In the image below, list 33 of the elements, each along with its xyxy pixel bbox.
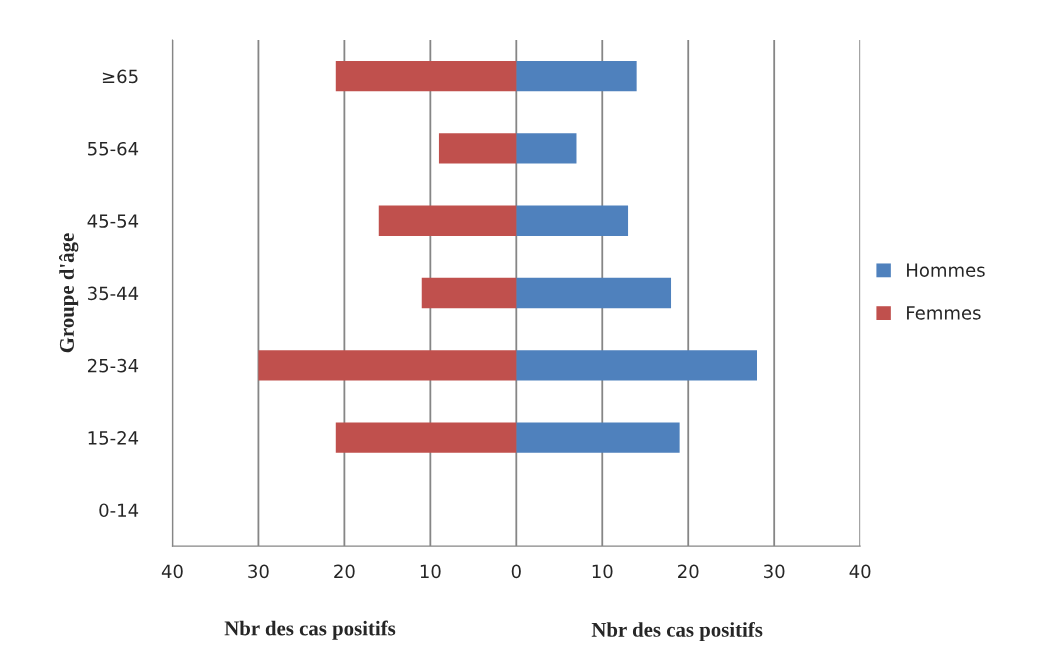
- y-tick-label: 45-54: [87, 214, 139, 228]
- x-tick-label: 20: [334, 564, 355, 579]
- bar: [378, 205, 517, 236]
- bar: [421, 277, 517, 309]
- x-tick-label: 10: [592, 564, 613, 579]
- bar: [516, 205, 629, 236]
- x-tick-label: 0: [511, 564, 521, 579]
- legend-label: Hommes: [907, 263, 985, 277]
- bar: [516, 350, 757, 381]
- bar: [516, 133, 577, 164]
- x-tick-label: 20: [678, 564, 699, 579]
- x-tick-label: 40: [161, 564, 183, 579]
- x-tick-label: 10: [420, 564, 441, 579]
- x-tick-label: 30: [764, 564, 785, 579]
- text: Nbr des cas positifs: [591, 621, 763, 642]
- legend-label: Femmes: [907, 306, 981, 320]
- y-tick-label: 25-34: [87, 358, 139, 373]
- y-tick-label: 15-24: [88, 431, 139, 445]
- bar: [516, 60, 637, 92]
- bar: [335, 60, 517, 92]
- y-tick-label: 35-44: [88, 286, 139, 301]
- bar: [516, 422, 680, 453]
- y-tick-label: ≥65: [102, 69, 138, 84]
- bar: [335, 422, 517, 453]
- x-axis-title: Nbr des cas positifs: [224, 620, 396, 640]
- bar: [516, 277, 672, 309]
- x-tick-label: 30: [248, 564, 269, 579]
- y-axis-title: Groupe d'âge: [59, 233, 79, 353]
- y-tick-label: 0-14: [99, 503, 139, 518]
- bar: [438, 133, 517, 164]
- bar: [258, 350, 517, 381]
- y-tick-label: 55-64: [88, 141, 139, 156]
- x-tick-label: 40: [849, 564, 871, 579]
